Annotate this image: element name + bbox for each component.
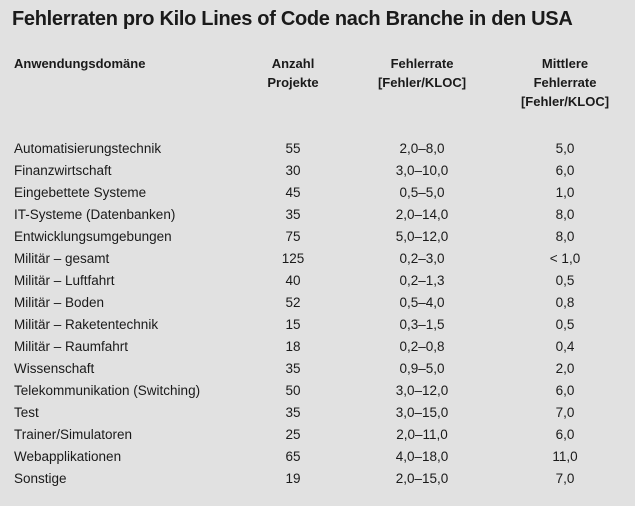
table-row: Militär – Raketentechnik 15 0,3–1,5 0,5 xyxy=(0,314,635,336)
table-row: Militär – Boden 52 0,5–4,0 0,8 xyxy=(0,292,635,314)
cell-mean: 0,4 xyxy=(555,339,575,354)
cell-count: 125 xyxy=(281,251,305,266)
cell-rate: 0,2–3,0 xyxy=(399,251,445,266)
header-mean-line: Fehlerrate xyxy=(533,75,597,90)
cell-count: 52 xyxy=(285,295,301,310)
table-row: IT-Systeme (Datenbanken) 35 2,0–14,0 8,0 xyxy=(0,204,635,226)
table-body: Automatisierungstechnik 55 2,0–8,0 5,0 Fina… xyxy=(0,138,635,490)
cell-domain: Militär – Raumfahrt xyxy=(14,339,129,354)
cell-domain: Militär – gesamt xyxy=(14,251,110,266)
header-rate-line: Fehlerrate xyxy=(390,56,454,71)
header-mean-rate: Mittlere Fehlerrate [Fehler/KLOC] xyxy=(510,54,620,111)
cell-mean: 11,0 xyxy=(552,449,578,464)
cell-rate: 4,0–18,0 xyxy=(395,449,449,464)
cell-count: 50 xyxy=(285,383,301,398)
cell-rate: 0,2–0,8 xyxy=(399,339,445,354)
cell-domain: Wissenschaft xyxy=(14,361,95,376)
cell-domain: Militär – Luftfahrt xyxy=(14,273,115,288)
cell-mean: 6,0 xyxy=(555,427,575,442)
cell-count: 30 xyxy=(285,163,301,178)
cell-rate: 0,2–1,3 xyxy=(399,273,445,288)
cell-count: 18 xyxy=(285,339,301,354)
cell-count: 25 xyxy=(285,427,301,442)
cell-rate: 3,0–10,0 xyxy=(395,163,449,178)
header-count-line: Anzahl xyxy=(271,56,315,71)
cell-count: 65 xyxy=(285,449,301,464)
cell-rate: 0,5–5,0 xyxy=(399,185,445,200)
cell-rate: 0,5–4,0 xyxy=(399,295,445,310)
cell-mean: 6,0 xyxy=(555,383,575,398)
cell-mean: 0,5 xyxy=(555,273,575,288)
cell-domain: Militär – Boden xyxy=(14,295,105,310)
cell-mean: < 1,0 xyxy=(549,251,581,266)
cell-domain: Sonstige xyxy=(14,471,67,486)
table-row: Wissenschaft 35 0,9–5,0 2,0 xyxy=(0,358,635,380)
table-row: Militär – gesamt 125 0,2–3,0 < 1,0 xyxy=(0,248,635,270)
header-count-line: Projekte xyxy=(267,75,319,90)
header-mean-line: [Fehler/KLOC] xyxy=(520,94,610,109)
header-count: Anzahl Projekte xyxy=(253,54,333,92)
table-row: Test 35 3,0–15,0 7,0 xyxy=(0,402,635,424)
cell-mean: 7,0 xyxy=(555,405,575,420)
cell-count: 19 xyxy=(285,471,301,486)
cell-mean: 1,0 xyxy=(555,185,575,200)
cell-rate: 2,0–15,0 xyxy=(395,471,449,486)
table-row: Webapplikationen 65 4,0–18,0 11,0 xyxy=(0,446,635,468)
table-row: Eingebettete Systeme 45 0,5–5,0 1,0 xyxy=(0,182,635,204)
table-row: Trainer/Simulatoren 25 2,0–11,0 6,0 xyxy=(0,424,635,446)
header-mean-line: Mittlere xyxy=(541,56,589,71)
cell-domain: Test xyxy=(14,405,39,420)
cell-rate: 2,0–8,0 xyxy=(399,141,445,156)
table-row: Finanzwirtschaft 30 3,0–10,0 6,0 xyxy=(0,160,635,182)
table-row: Automatisierungstechnik 55 2,0–8,0 5,0 xyxy=(0,138,635,160)
cell-domain: Entwicklungsumgebungen xyxy=(14,229,172,244)
cell-rate: 0,9–5,0 xyxy=(399,361,445,376)
table-title: Fehlerraten pro Kilo Lines of Code nach … xyxy=(12,8,573,30)
cell-count: 15 xyxy=(285,317,301,332)
cell-count: 45 xyxy=(285,185,301,200)
cell-mean: 6,0 xyxy=(555,163,575,178)
table-row: Sonstige 19 2,0–15,0 7,0 xyxy=(0,468,635,490)
cell-mean: 8,0 xyxy=(555,229,575,244)
table-row: Entwicklungsumgebungen 75 5,0–12,0 8,0 xyxy=(0,226,635,248)
cell-rate: 3,0–12,0 xyxy=(395,383,449,398)
cell-domain: Militär – Raketentechnik xyxy=(14,317,159,332)
cell-rate: 2,0–11,0 xyxy=(396,427,448,442)
cell-mean: 0,8 xyxy=(555,295,575,310)
cell-count: 35 xyxy=(285,405,301,420)
cell-domain: Webapplikationen xyxy=(14,449,122,464)
cell-count: 40 xyxy=(285,273,301,288)
cell-mean: 2,0 xyxy=(555,361,575,376)
table-row: Telekommunikation (Switching) 50 3,0–12,0 6… xyxy=(0,380,635,402)
header-rate: Fehlerrate [Fehler/KLOC] xyxy=(367,54,477,92)
cell-domain: Eingebettete Systeme xyxy=(14,185,147,200)
cell-rate: 2,0–14,0 xyxy=(395,207,449,222)
cell-rate: 3,0–15,0 xyxy=(395,405,449,420)
cell-domain: Finanzwirtschaft xyxy=(14,163,112,178)
cell-domain: Automatisierungstechnik xyxy=(14,141,162,156)
cell-count: 35 xyxy=(285,207,301,222)
header-domain: Anwendungsdomäne xyxy=(14,54,145,73)
cell-mean: 7,0 xyxy=(555,471,575,486)
cell-count: 75 xyxy=(285,229,301,244)
cell-rate: 0,3–1,5 xyxy=(399,317,445,332)
header-rate-line: [Fehler/KLOC] xyxy=(377,75,467,90)
cell-domain: IT-Systeme (Datenbanken) xyxy=(14,207,176,222)
cell-domain: Trainer/Simulatoren xyxy=(14,427,133,442)
cell-count: 55 xyxy=(285,141,301,156)
cell-count: 35 xyxy=(285,361,301,376)
cell-domain: Telekommunikation (Switching) xyxy=(14,383,201,398)
table-row: Militär – Luftfahrt 40 0,2–1,3 0,5 xyxy=(0,270,635,292)
cell-rate: 5,0–12,0 xyxy=(395,229,449,244)
cell-mean: 8,0 xyxy=(555,207,575,222)
cell-mean: 5,0 xyxy=(555,141,575,156)
header-domain-label: Anwendungsdomäne xyxy=(14,56,146,71)
table-row: Militär – Raumfahrt 18 0,2–0,8 0,4 xyxy=(0,336,635,358)
cell-mean: 0,5 xyxy=(555,317,575,332)
